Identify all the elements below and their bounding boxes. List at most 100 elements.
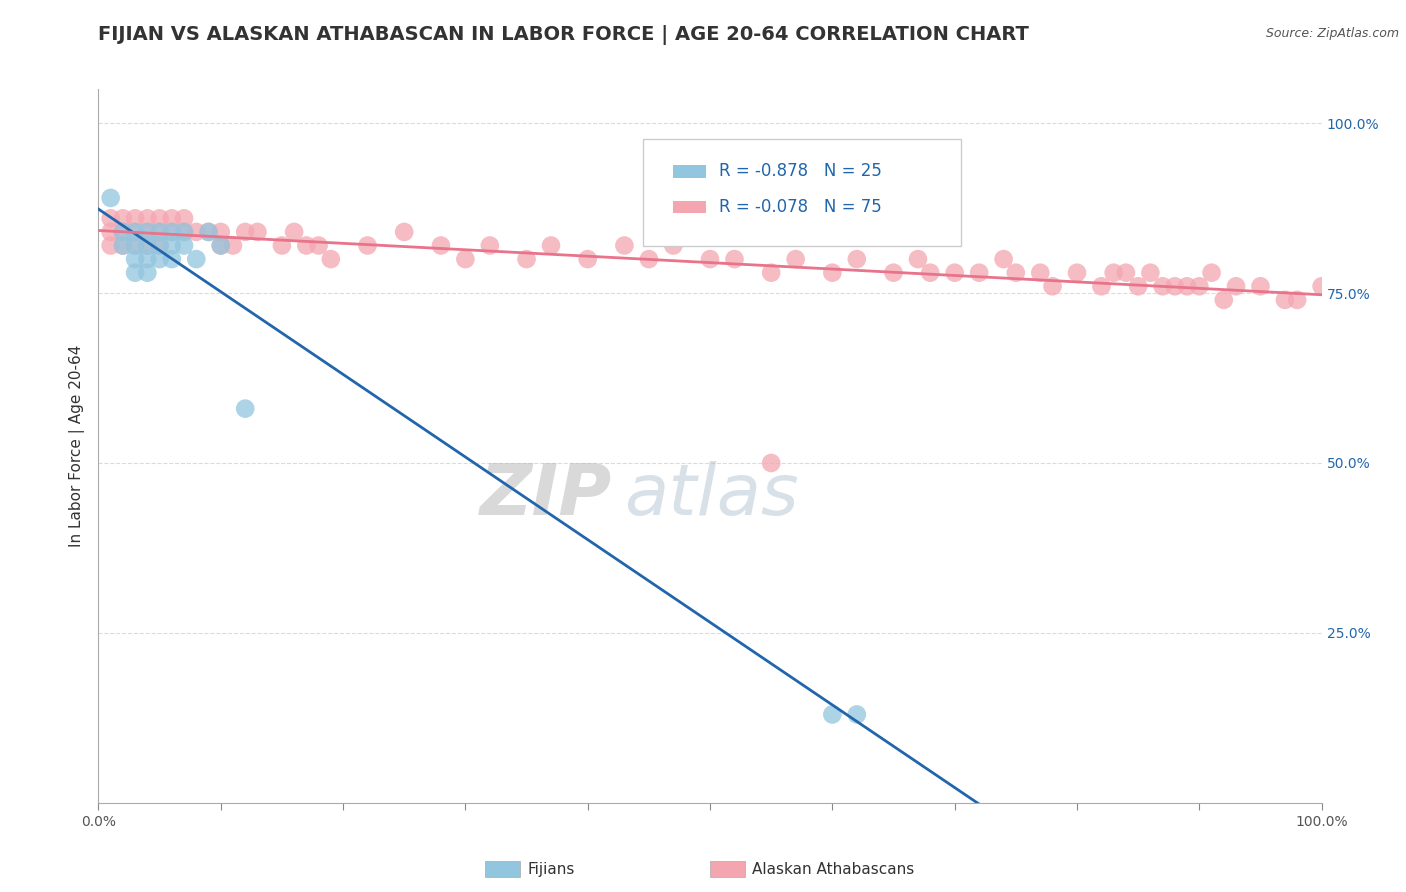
FancyBboxPatch shape bbox=[673, 165, 706, 178]
Point bbox=[392, 225, 416, 239]
Point bbox=[920, 266, 942, 280]
Point bbox=[295, 238, 318, 252]
Point bbox=[308, 238, 330, 252]
Point bbox=[356, 238, 378, 252]
Point bbox=[1090, 279, 1112, 293]
Point bbox=[761, 456, 783, 470]
Point bbox=[111, 238, 134, 252]
Point bbox=[124, 238, 146, 252]
Text: Fijians: Fijians bbox=[527, 863, 575, 877]
Point bbox=[136, 225, 159, 239]
Point bbox=[1249, 279, 1271, 293]
Point bbox=[967, 266, 990, 280]
Point bbox=[209, 225, 232, 239]
Text: ZIP: ZIP bbox=[479, 461, 612, 531]
FancyBboxPatch shape bbox=[673, 201, 706, 213]
Point bbox=[233, 225, 256, 239]
Point bbox=[821, 707, 844, 722]
Point bbox=[1042, 279, 1064, 293]
Point bbox=[124, 225, 146, 239]
Point bbox=[124, 225, 146, 239]
Point bbox=[1164, 279, 1187, 293]
Text: atlas: atlas bbox=[624, 461, 799, 531]
Point bbox=[111, 225, 134, 239]
Y-axis label: In Labor Force | Age 20-64: In Labor Force | Age 20-64 bbox=[69, 345, 84, 547]
Point bbox=[136, 238, 159, 252]
Point bbox=[233, 401, 256, 416]
FancyBboxPatch shape bbox=[643, 139, 960, 246]
Point bbox=[124, 252, 146, 266]
Point bbox=[283, 225, 305, 239]
Point bbox=[883, 266, 905, 280]
Point bbox=[845, 707, 868, 722]
Point bbox=[111, 225, 134, 239]
Point bbox=[149, 225, 172, 239]
Point bbox=[1225, 279, 1247, 293]
Point bbox=[515, 252, 537, 266]
Point bbox=[1115, 266, 1137, 280]
Point bbox=[124, 211, 146, 226]
Point bbox=[1152, 279, 1174, 293]
Point bbox=[136, 211, 159, 226]
Point bbox=[186, 225, 208, 239]
Point bbox=[173, 238, 195, 252]
Point bbox=[149, 211, 172, 226]
Text: Alaskan Athabascans: Alaskan Athabascans bbox=[752, 863, 914, 877]
Point bbox=[160, 225, 183, 239]
Point bbox=[160, 252, 183, 266]
Point bbox=[319, 252, 342, 266]
Point bbox=[173, 225, 195, 239]
Point bbox=[160, 225, 183, 239]
Point bbox=[1188, 279, 1211, 293]
Point bbox=[197, 225, 219, 239]
Point bbox=[993, 252, 1015, 266]
Point bbox=[430, 238, 453, 252]
Point bbox=[540, 238, 562, 252]
Point bbox=[209, 238, 232, 252]
Point bbox=[136, 225, 159, 239]
Point bbox=[100, 211, 122, 226]
Point bbox=[124, 238, 146, 252]
Point bbox=[270, 238, 294, 252]
Point bbox=[613, 238, 636, 252]
Point bbox=[1128, 279, 1150, 293]
Point bbox=[662, 238, 685, 252]
Point bbox=[1102, 266, 1125, 280]
Point bbox=[699, 252, 721, 266]
Point bbox=[1201, 266, 1223, 280]
Point bbox=[785, 252, 807, 266]
Point bbox=[246, 225, 269, 239]
Point bbox=[173, 211, 195, 226]
Point bbox=[637, 252, 661, 266]
Point bbox=[149, 238, 172, 252]
Point bbox=[845, 252, 868, 266]
Point bbox=[1029, 266, 1052, 280]
Point bbox=[160, 211, 183, 226]
Text: R = -0.878   N = 25: R = -0.878 N = 25 bbox=[718, 162, 882, 180]
Point bbox=[160, 238, 183, 252]
Point bbox=[209, 238, 232, 252]
Point bbox=[111, 238, 134, 252]
Point bbox=[100, 191, 122, 205]
Text: R = -0.078   N = 75: R = -0.078 N = 75 bbox=[718, 198, 882, 216]
Point bbox=[136, 266, 159, 280]
Point bbox=[576, 252, 599, 266]
Point bbox=[907, 252, 929, 266]
Text: Source: ZipAtlas.com: Source: ZipAtlas.com bbox=[1265, 27, 1399, 40]
Point bbox=[1310, 279, 1333, 293]
Point bbox=[1004, 266, 1026, 280]
Point bbox=[149, 225, 172, 239]
Point bbox=[454, 252, 477, 266]
Point bbox=[943, 266, 966, 280]
Point bbox=[1274, 293, 1296, 307]
Point bbox=[1212, 293, 1234, 307]
Point bbox=[100, 225, 122, 239]
Point bbox=[124, 266, 146, 280]
Point bbox=[186, 252, 208, 266]
Point bbox=[100, 238, 122, 252]
Point bbox=[136, 252, 159, 266]
Text: FIJIAN VS ALASKAN ATHABASCAN IN LABOR FORCE | AGE 20-64 CORRELATION CHART: FIJIAN VS ALASKAN ATHABASCAN IN LABOR FO… bbox=[98, 25, 1029, 45]
Point bbox=[1066, 266, 1088, 280]
Point bbox=[149, 238, 172, 252]
Point bbox=[821, 266, 844, 280]
